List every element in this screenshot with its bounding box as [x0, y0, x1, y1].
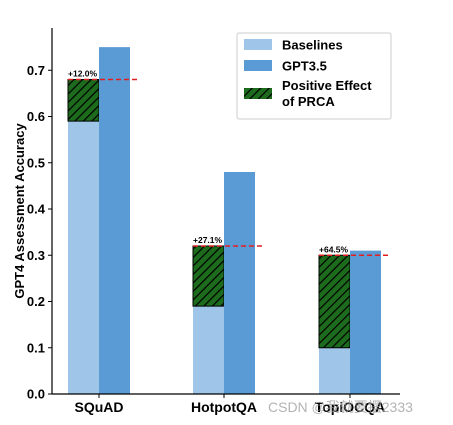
bar-gpt35-topiocqa [350, 250, 381, 394]
y-axis-title: GPT4 Assessment Accuracy [12, 123, 27, 299]
y-tick-label: 0.5 [27, 155, 45, 170]
x-tick-label: TopiOCQA [315, 399, 386, 415]
legend: Baselines GPT3.5 Positive Effect of PRCA [236, 32, 392, 120]
y-ticks-layer: 0.0 0.1 0.2 0.3 0.4 0.5 0.6 0.7 [27, 63, 52, 402]
bar-gpt35-squad [99, 47, 130, 394]
watermark: CSDN @我就要摆2333 [268, 399, 413, 415]
y-tick-label: 0.2 [27, 294, 45, 309]
y-tick-label: 0.1 [27, 340, 45, 355]
bar-baselines-hotpotqa [193, 306, 224, 394]
y-tick-label: 0.3 [27, 248, 45, 263]
legend-label-prca-line1: Positive Effect [282, 78, 372, 93]
reference-lines-layer [68, 78, 391, 256]
annotations-layer: +12.0% +27.1% +64.5% [68, 69, 349, 255]
legend-swatch-baselines [244, 39, 272, 50]
y-tick-label: 0.7 [27, 63, 45, 78]
x-tick-label: HotpotQA [191, 399, 257, 415]
bar-prca-hotpotqa [192, 245, 225, 307]
bar-baselines-topiocqa [319, 347, 350, 394]
bar-prca-topiocqa [318, 254, 351, 349]
x-tick-label: SQuAD [75, 399, 124, 415]
annotation-squad: +12.0% [68, 69, 98, 79]
legend-label-gpt35: GPT3.5 [282, 59, 327, 74]
y-tick-label: 0.6 [27, 109, 45, 124]
annotation-topiocqa: +64.5% [319, 244, 349, 254]
legend-label-prca-line2: of PRCA [282, 94, 335, 109]
legend-swatch-prca [244, 88, 272, 99]
bar-prca-squad [67, 79, 100, 122]
y-tick-label: 0.0 [27, 387, 45, 402]
x-ticks-layer: SQuAD HotpotQA TopiOCQA [75, 394, 386, 415]
legend-label-baselines: Baselines [282, 38, 343, 53]
legend-frame [236, 32, 392, 120]
bars-layer [67, 47, 381, 394]
legend-swatch-gpt35 [244, 60, 272, 71]
y-tick-label: 0.4 [27, 202, 46, 217]
bar-gpt35-hotpotqa [224, 172, 255, 394]
bar-baselines-squad [68, 121, 99, 394]
annotation-hotpotqa: +27.1% [193, 235, 223, 245]
